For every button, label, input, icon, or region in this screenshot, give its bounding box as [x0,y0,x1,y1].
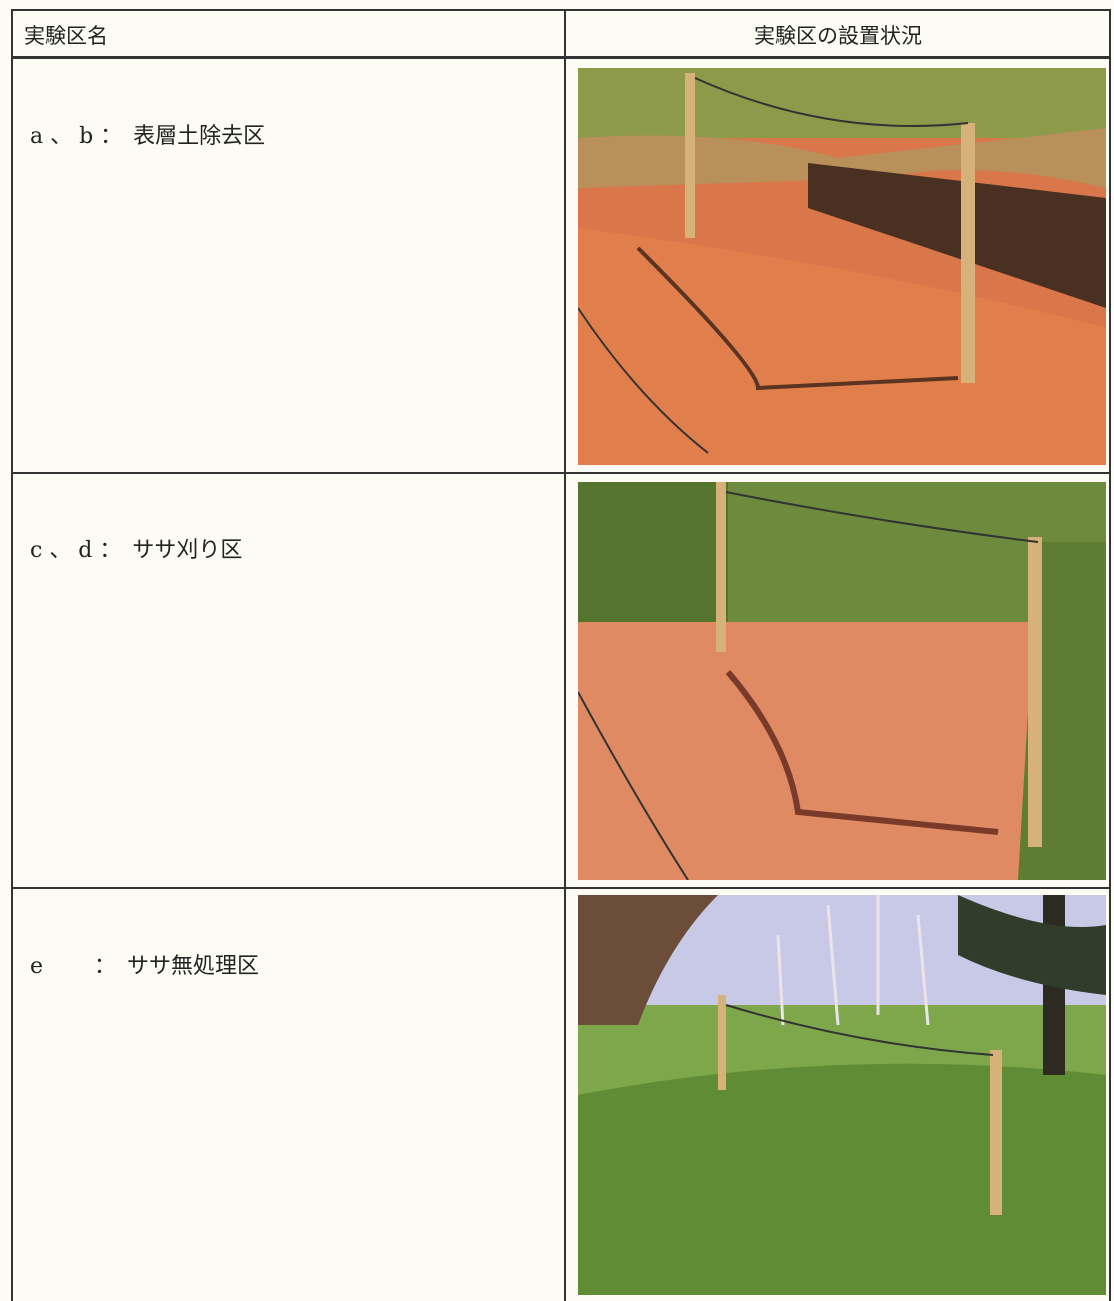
border [11,9,13,1301]
border [564,9,566,1301]
border [12,472,1110,474]
plot-name: a 、 b ： 表層土除去区 [30,124,266,149]
photo [578,68,1106,465]
photo [578,895,1106,1295]
border [12,56,1110,59]
plot-name: c 、 d ： ササ刈り区 [30,538,243,563]
header-cell: 実験区の設置状況 [754,24,922,48]
border [12,887,1110,889]
border [12,9,1110,11]
border [1109,9,1111,1301]
plot-name: e ： ササ無処理区 [30,954,260,979]
photo [578,482,1106,880]
header-cell: 実験区名 [24,24,108,48]
